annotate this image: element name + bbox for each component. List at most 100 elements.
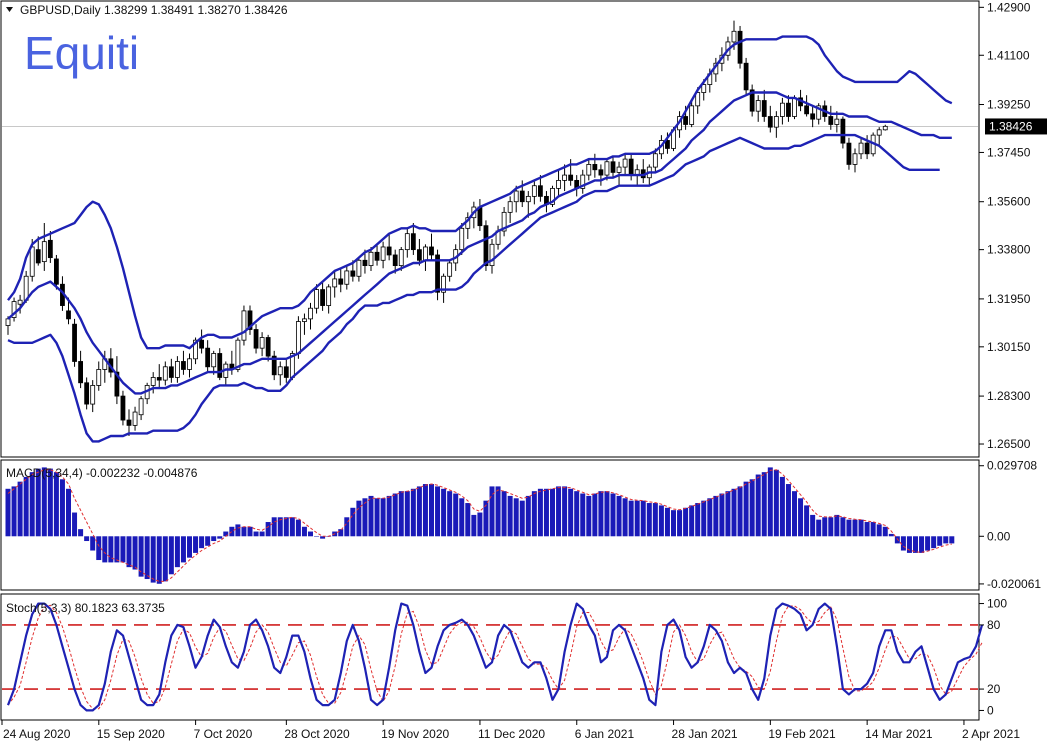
bear-candle <box>761 100 767 117</box>
macd-histogram-bar <box>501 491 507 537</box>
bear-candle <box>78 361 83 384</box>
macd-histogram-bar <box>900 536 906 551</box>
bull-candle <box>501 211 507 232</box>
macd-histogram-bar <box>489 486 495 537</box>
macd-histogram-bar <box>513 498 519 537</box>
macd-histogram-bar <box>876 524 882 537</box>
price-axis-tick-label: 1.33800 <box>987 243 1031 257</box>
macd-axis-tick-label: -0.020061 <box>987 577 1041 591</box>
bear-candle <box>610 161 616 173</box>
bull-candle <box>174 361 180 378</box>
macd-histogram-bar <box>858 519 864 537</box>
macd-histogram-bar <box>247 526 253 537</box>
bull-candle <box>187 358 192 370</box>
macd-histogram-bar <box>689 505 695 537</box>
macd-histogram-bar <box>664 507 670 537</box>
price-axis-tick-label: 1.35600 <box>987 195 1031 209</box>
macd-histogram-bar <box>314 536 320 537</box>
macd-histogram-bar <box>344 517 350 537</box>
bull-candle <box>507 201 513 213</box>
macd-histogram-bar <box>610 493 616 537</box>
macd-histogram-bar <box>368 495 374 537</box>
macd-histogram-bar <box>150 536 156 583</box>
macd-histogram-bar <box>362 498 368 537</box>
bear-candle <box>568 174 574 181</box>
bull-candle <box>550 187 555 205</box>
bear-candle <box>767 116 773 128</box>
bull-candle <box>616 166 622 173</box>
price-axis-tick-label: 1.31950 <box>987 292 1031 306</box>
bull-candle <box>816 105 822 120</box>
macd-pane <box>5 467 955 584</box>
bull-candle <box>525 195 531 203</box>
macd-histogram-bar <box>114 536 120 563</box>
macd-histogram-bar <box>156 536 162 584</box>
macd-histogram-bar <box>519 500 525 537</box>
macd-histogram-bar <box>416 486 422 537</box>
bear-candle <box>519 190 525 203</box>
macd-label: MACD(5,34,4) -0.002232 -0.004876 <box>6 466 198 480</box>
macd-histogram-bar <box>96 536 102 561</box>
bear-candle <box>598 169 604 176</box>
macd-histogram-bar <box>701 500 707 537</box>
macd-histogram-bar <box>380 498 386 537</box>
macd-histogram-bar <box>919 536 925 553</box>
macd-histogram-bar <box>277 517 283 537</box>
macd-histogram-bar <box>683 507 689 537</box>
bear-candle <box>350 270 356 277</box>
macd-histogram-bar <box>217 536 223 539</box>
bear-candle <box>66 310 71 320</box>
macd-histogram-bar <box>870 522 876 537</box>
macd-histogram-bar <box>840 517 846 537</box>
bull-candle <box>29 246 35 277</box>
macd-histogram-bar <box>356 500 362 537</box>
bear-candle <box>592 164 598 171</box>
bear-candle <box>435 254 440 293</box>
macd-histogram-bar <box>23 476 29 537</box>
macd-histogram-bar <box>465 503 471 537</box>
bull-candle <box>368 251 374 267</box>
stoch-d-line <box>7 604 983 710</box>
macd-histogram-bar <box>743 481 749 537</box>
macd-histogram-bar <box>301 526 307 537</box>
macd-histogram-bar <box>41 467 47 537</box>
bear-candle <box>114 371 120 397</box>
bull-candle <box>90 385 96 405</box>
bull-candle <box>17 299 23 305</box>
stoch-axis-tick-label: 80 <box>987 618 1001 632</box>
macd-histogram-bar <box>320 536 326 539</box>
macd-histogram-bar <box>707 498 713 537</box>
bull-candle <box>241 310 247 341</box>
bull-candle <box>380 246 386 261</box>
bear-candle <box>846 142 852 165</box>
bear-candle <box>253 329 259 349</box>
brand-logo: Equiti <box>24 27 140 79</box>
bull-candle <box>580 174 586 189</box>
bear-candle <box>120 395 126 421</box>
bull-candle <box>447 262 453 277</box>
bull-candle <box>308 307 313 320</box>
macd-histogram-bar <box>737 486 743 537</box>
bull-candle <box>211 353 217 368</box>
bull-candle <box>11 301 17 318</box>
macd-histogram-bar <box>211 536 217 542</box>
macd-histogram-bar <box>906 536 912 553</box>
date-tick-label: 19 Nov 2020 <box>381 727 449 741</box>
macd-histogram-bar <box>798 498 804 537</box>
bear-candle <box>271 355 277 376</box>
date-tick-label: 28 Oct 2020 <box>284 727 350 741</box>
bull-candle <box>277 366 283 376</box>
bull-candle <box>259 337 265 349</box>
price-axis-tick-label: 1.42900 <box>987 0 1031 14</box>
macd-histogram-bar <box>658 505 664 537</box>
bollinger-upper-line <box>7 35 953 350</box>
macd-histogram-bar <box>767 467 773 537</box>
bull-candle <box>701 84 707 93</box>
date-tick-label: 15 Sep 2020 <box>97 727 165 741</box>
bear-candle <box>338 278 344 285</box>
bull-candle <box>138 398 144 416</box>
macd-histogram-bar <box>174 536 180 568</box>
bear-candle <box>804 105 809 115</box>
symbol-dropdown-icon[interactable] <box>6 7 13 12</box>
